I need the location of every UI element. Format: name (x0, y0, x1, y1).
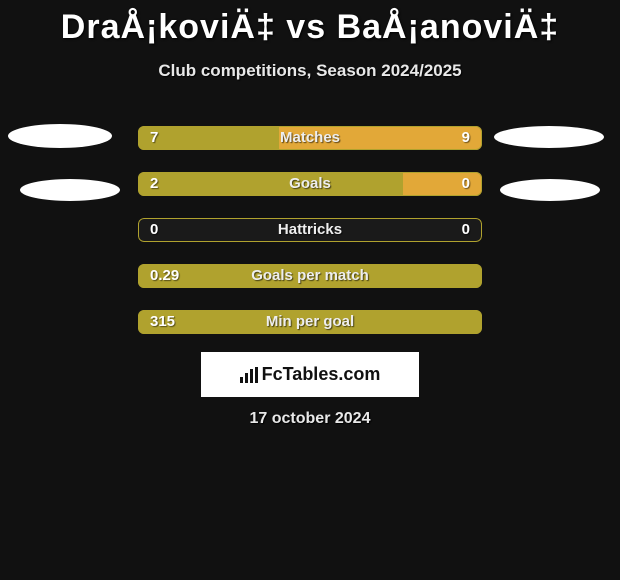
stat-left-value: 0.29 (150, 264, 179, 288)
page-subtitle: Club competitions, Season 2024/2025 (0, 61, 620, 81)
stat-right-segment (279, 126, 482, 150)
stat-row-goals-per-match: 0.29Goals per match (138, 264, 482, 288)
stat-right-segment (403, 172, 482, 196)
player-right-avatar-top (494, 126, 604, 148)
player-right-avatar-bottom (500, 179, 600, 201)
stat-row-goals: 20Goals (138, 172, 482, 196)
stat-row-matches: 79Matches (138, 126, 482, 150)
player-left-avatar-bottom (20, 179, 120, 201)
stat-label: Hattricks (138, 218, 482, 242)
comparison-bars: 79Matches20Goals00Hattricks0.29Goals per… (138, 126, 482, 356)
date-text: 17 october 2024 (0, 410, 620, 428)
stat-row-hattricks: 0 0Hattricks (138, 218, 482, 242)
stat-left-value: 315 (150, 310, 175, 334)
stat-right-value: 0 (462, 218, 470, 242)
stat-left-segment (138, 172, 403, 196)
stat-row-min-per-goal: 315Min per goal (138, 310, 482, 334)
stat-left-value: 7 (150, 126, 158, 150)
logo-text: FcTables.com (262, 364, 381, 385)
bar-chart-icon (240, 367, 258, 383)
stat-right-value: 0 (462, 172, 470, 196)
source-logo: FcTables.com (201, 352, 419, 397)
stat-left-value: 2 (150, 172, 158, 196)
stat-left-value: 0 (150, 218, 158, 242)
player-left-avatar-top (8, 124, 112, 148)
stat-left-segment (138, 310, 482, 334)
page-title: DraÅ¡koviÄ‡ vs BaÅ¡anoviÄ‡ (0, 0, 620, 47)
stat-left-segment (138, 126, 279, 150)
stat-right-value: 9 (462, 126, 470, 150)
stat-left-segment (138, 264, 482, 288)
